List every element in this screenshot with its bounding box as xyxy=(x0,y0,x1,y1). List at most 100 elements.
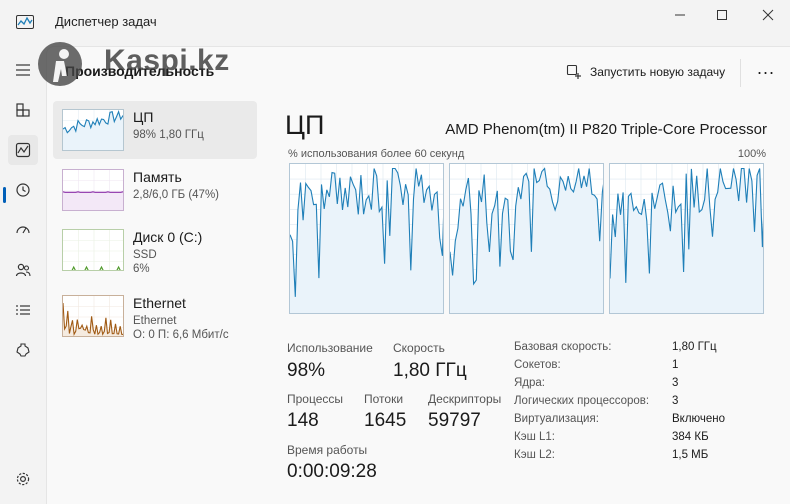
nav-app-history[interactable] xyxy=(8,175,38,205)
more-options-button[interactable]: ... xyxy=(753,58,779,83)
speed-label: Скорость xyxy=(393,341,445,355)
device-memory-detail: 2,8/6,0 ГБ (47%) xyxy=(133,189,220,201)
core-3-usage-line xyxy=(610,167,763,283)
memory-thumb-line xyxy=(63,191,123,193)
threads-label: Потоки xyxy=(364,392,404,406)
navigation-sidebar xyxy=(0,46,46,504)
prop-virtualization-value: Включено xyxy=(672,413,726,425)
prop-logical-processors-value: 3 xyxy=(672,395,679,407)
memory-thumb-area xyxy=(63,191,123,210)
cpu-model-name: AMD Phenom(tm) II P820 Triple-Core Proce… xyxy=(445,121,767,138)
prop-l2-cache-value: 1,5 МБ xyxy=(672,449,709,461)
device-ethernet-throughput: О: 0 П: 6,6 Мбит/с xyxy=(133,329,229,341)
minimize-icon xyxy=(675,14,685,16)
startup-apps-icon xyxy=(16,226,30,234)
core-graph-3 xyxy=(609,163,764,314)
cpu-detail-title: ЦП xyxy=(285,110,325,140)
minimize-button[interactable] xyxy=(670,5,690,25)
services-icon xyxy=(16,343,30,357)
core-1-usage-area xyxy=(290,168,443,313)
ethernet-thumb-line xyxy=(63,302,123,336)
nav-startup-apps[interactable] xyxy=(8,215,38,245)
close-icon xyxy=(762,9,774,21)
users-icon xyxy=(15,263,31,277)
prop-base-speed-label: Базовая скорость: xyxy=(514,341,612,353)
usage-value: 98% xyxy=(287,360,326,381)
uptime-value: 0:00:09:28 xyxy=(287,461,377,482)
run-new-task-icon xyxy=(566,64,581,79)
disk-thumbnail-graph xyxy=(62,229,124,271)
nav-performance[interactable] xyxy=(8,135,38,165)
details-icon xyxy=(16,305,30,315)
nav-settings[interactable] xyxy=(8,464,38,494)
utilization-graph-max: 100% xyxy=(737,148,766,160)
nav-services[interactable] xyxy=(8,335,38,365)
prop-cores-value: 3 xyxy=(672,377,679,389)
prop-logical-processors-label: Логических процессоров: xyxy=(514,395,650,407)
speed-value: 1,80 ГГц xyxy=(393,360,467,381)
device-cpu-detail: 98% 1,80 ГГц xyxy=(133,129,204,141)
toolbar-divider xyxy=(740,59,741,87)
performance-icon xyxy=(15,142,31,158)
threads-value: 1645 xyxy=(364,410,407,431)
ethernet-thumbnail-graph xyxy=(62,295,124,337)
maximize-button[interactable] xyxy=(712,5,732,25)
nav-users[interactable] xyxy=(8,255,38,285)
core-graph-1 xyxy=(289,163,444,314)
device-disk-name: Диск 0 (C:) xyxy=(133,229,203,245)
prop-cores-label: Ядра: xyxy=(514,377,546,389)
watermark-logo-icon xyxy=(38,42,82,86)
prop-l1-cache-label: Кэш L1: xyxy=(514,431,555,443)
page-title: Производительность xyxy=(65,63,215,79)
main-panel: Производительность Запустить новую задач… xyxy=(46,46,790,504)
device-disk-usage: 6% xyxy=(133,263,150,275)
run-new-task-button[interactable]: Запустить новую задачу xyxy=(566,59,725,85)
usage-label: Использование xyxy=(287,341,373,355)
window-title: Диспетчер задач xyxy=(55,14,157,29)
device-memory[interactable]: Память 2,8/6,0 ГБ (47%) xyxy=(53,161,257,219)
device-cpu-name: ЦП xyxy=(133,109,154,125)
utilization-graph-label: % использования более 60 секунд xyxy=(288,148,465,160)
kaspi-watermark: Kaspi.kz xyxy=(34,40,264,90)
nav-details[interactable] xyxy=(8,295,38,325)
cpu-thumb-line xyxy=(63,110,123,134)
task-manager-app-icon xyxy=(16,15,34,29)
core-graph-2 xyxy=(449,163,604,314)
handles-label: Дескрипторы xyxy=(428,392,502,406)
prop-virtualization-label: Виртуализация: xyxy=(514,413,599,425)
run-new-task-label: Запустить новую задачу xyxy=(590,65,726,79)
disk-thumb-line xyxy=(71,265,121,270)
device-disk[interactable]: Диск 0 (C:) SSD 6% xyxy=(53,221,257,279)
prop-sockets-value: 1 xyxy=(672,359,679,371)
nav-processes[interactable] xyxy=(8,95,38,125)
core-1-usage-line xyxy=(290,167,443,297)
device-ethernet[interactable]: Ethernet Ethernet О: 0 П: 6,6 Мбит/с xyxy=(53,287,257,345)
core-3-usage-area xyxy=(610,168,763,313)
hamburger-menu-icon xyxy=(16,64,30,76)
close-button[interactable] xyxy=(758,5,778,25)
app-history-icon xyxy=(16,183,30,197)
prop-l2-cache-label: Кэш L2: xyxy=(514,449,555,461)
uptime-label: Время работы xyxy=(287,443,368,457)
hamburger-menu-button[interactable] xyxy=(8,55,38,85)
processes-label: Процессы xyxy=(287,392,344,406)
maximize-icon xyxy=(717,10,727,20)
active-nav-indicator xyxy=(3,187,6,203)
device-ethernet-adapter: Ethernet xyxy=(133,315,177,327)
ethernet-thumb-area xyxy=(63,303,123,336)
core-2-usage-area xyxy=(450,168,603,313)
more-options-icon: ... xyxy=(756,58,775,78)
device-disk-type: SSD xyxy=(133,249,157,261)
cpu-thumbnail-graph xyxy=(62,109,124,151)
prop-base-speed-value: 1,80 ГГц xyxy=(672,341,717,353)
device-cpu[interactable]: ЦП 98% 1,80 ГГц xyxy=(53,101,257,159)
device-memory-name: Память xyxy=(133,169,182,185)
settings-icon xyxy=(16,472,30,486)
processes-icon xyxy=(16,103,30,117)
prop-l1-cache-value: 384 КБ xyxy=(672,431,709,443)
prop-sockets-label: Сокетов: xyxy=(514,359,561,371)
watermark-text: Kaspi.kz xyxy=(104,44,230,77)
title-bar: Диспетчер задач xyxy=(0,0,790,46)
device-ethernet-name: Ethernet xyxy=(133,295,186,311)
core-2-usage-line xyxy=(450,167,603,286)
